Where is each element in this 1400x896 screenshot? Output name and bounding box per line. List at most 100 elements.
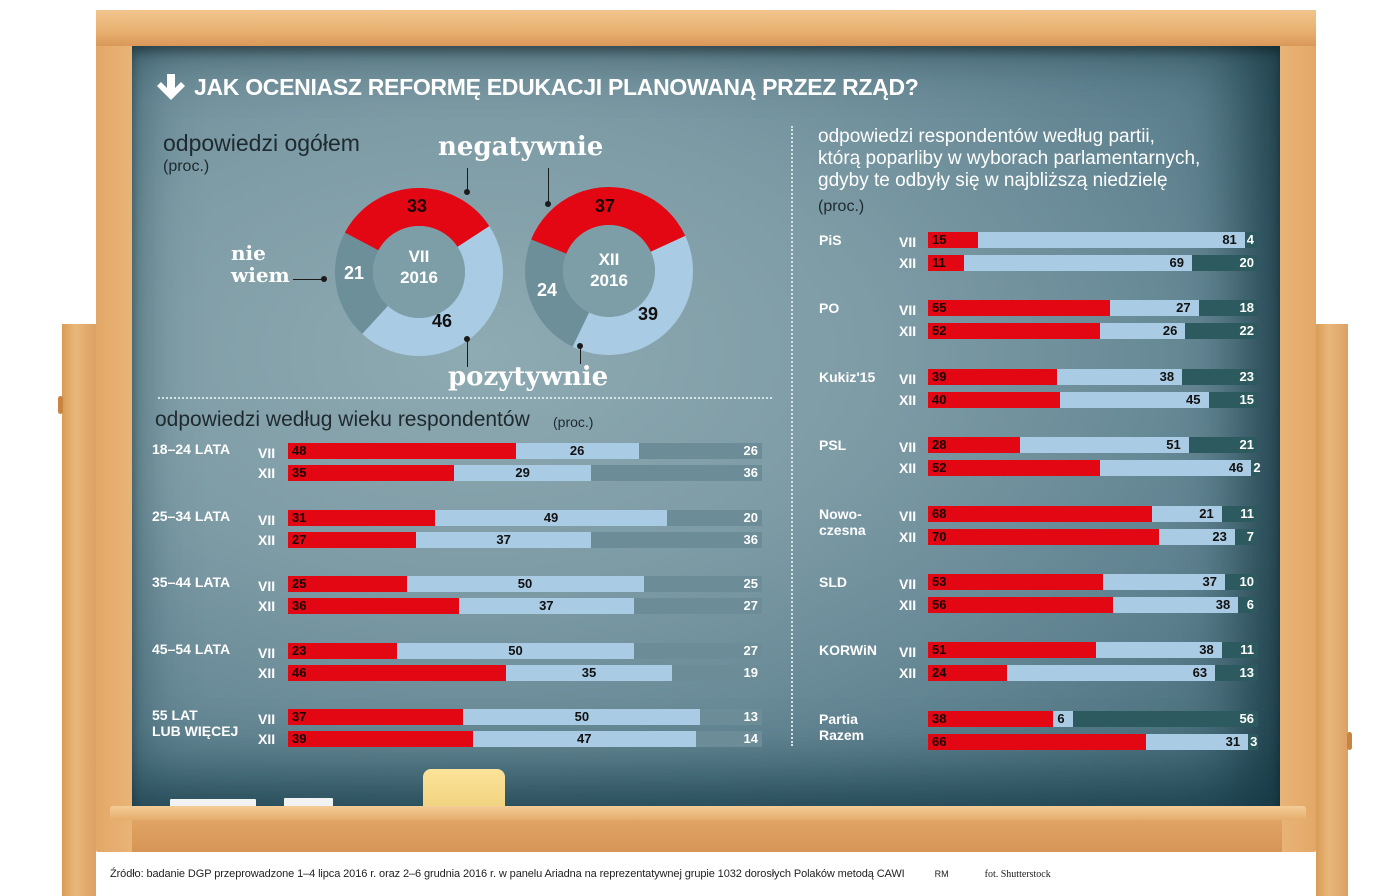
bar-segment-dont-know: 27 xyxy=(634,642,762,659)
overall-heading: odpowiedzi ogółem xyxy=(163,130,360,156)
group-label: 35–44 LATA xyxy=(152,574,230,590)
party-heading-line: którą poparliby w wyborach parlamentarny… xyxy=(818,148,1201,169)
bar-segment-dont-know: 56 xyxy=(1073,710,1258,727)
group-label-line: 18–24 LATA xyxy=(152,441,231,457)
easel-leg-right xyxy=(1316,324,1352,896)
bar-segment-dont-know: 20 xyxy=(667,509,762,526)
bar-segment-negative: 37 xyxy=(288,709,464,725)
stacked-bar: 46 35 19 xyxy=(288,664,762,681)
group-label: PiS xyxy=(819,232,842,248)
group-label: 18–24 LATA xyxy=(152,441,230,457)
bar-value-positive: 26 xyxy=(569,443,585,458)
group-label-line: Nowo- xyxy=(819,505,862,522)
bar-value-positive: 47 xyxy=(577,731,592,746)
stacked-bar: 31 49 20 xyxy=(288,509,762,526)
bar-segment-positive: 81 xyxy=(977,232,1245,248)
period-label: XII xyxy=(258,731,276,747)
bar-value-positive: 45 xyxy=(1186,391,1201,407)
bar-segment-negative: 24 xyxy=(928,665,1008,682)
period-label: XII xyxy=(899,597,917,613)
donut-hole xyxy=(373,226,465,318)
bar-segment-positive: 49 xyxy=(434,509,668,526)
title-text: JAK OCENIASZ REFORMĘ EDUKACJI PLANOWANĄ … xyxy=(194,73,919,100)
leader-dot xyxy=(464,336,470,342)
group-label: Kukiz'15 xyxy=(819,369,875,385)
group-label-line: Kukiz'15 xyxy=(819,368,876,385)
bar-segment-negative: 40 xyxy=(928,391,1060,408)
bar-segment-dont-know: 27 xyxy=(634,598,762,614)
bar-value-positive: 81 xyxy=(1222,232,1237,247)
bar-segment-dont-know: 11 xyxy=(1221,505,1258,522)
group-label-line: PSL xyxy=(819,437,847,454)
bar-value-positive: 31 xyxy=(1225,733,1241,749)
period-label: VII xyxy=(899,644,917,661)
bar-value-positive: 29 xyxy=(515,465,530,480)
period-label: VII xyxy=(899,302,917,319)
donut-segment-dont-know xyxy=(525,187,693,355)
bar-value-positive: 49 xyxy=(543,509,559,525)
bar-value-positive: 37 xyxy=(1202,574,1217,589)
period-label: VII xyxy=(258,644,276,661)
bar-segment-negative: 25 xyxy=(288,576,407,592)
bar-segment-negative: 53 xyxy=(928,574,1103,590)
leader-dot xyxy=(321,276,327,282)
bar-segment-negative: 27 xyxy=(288,531,416,548)
stacked-bar: 48 26 26 xyxy=(288,443,762,459)
bar-segment-dont-know: 10 xyxy=(1224,574,1258,590)
author-initials: RM xyxy=(934,869,949,879)
bar-segment-positive: 37 xyxy=(458,598,634,614)
bar-segment-negative: 68 xyxy=(928,505,1153,522)
party-heading: odpowiedzi respondentów według partii, k… xyxy=(818,126,1278,192)
source-note: Źródło: badanie DGP przeprowadzone 1–4 l… xyxy=(110,868,905,880)
group-label: PO xyxy=(819,300,839,316)
bar-segment-positive: 29 xyxy=(453,465,592,481)
stacked-bar: 68 21 11 xyxy=(928,505,1258,522)
period-label: VII xyxy=(258,445,276,461)
bar-segment-dont-know: 19 xyxy=(671,664,762,681)
bar-segment-dont-know: 22 xyxy=(1185,323,1258,340)
stacked-bar: 11 69 20 xyxy=(928,255,1258,271)
bar-segment-positive: 45 xyxy=(1060,391,1209,408)
bar-segment-dont-know: 36 xyxy=(591,531,762,548)
period-label: XII xyxy=(899,255,917,271)
bar-segment-dont-know: 18 xyxy=(1198,300,1258,317)
bar-segment-negative: 15 xyxy=(928,232,978,248)
bar-segment-positive: 21 xyxy=(1152,505,1222,522)
donut-year: 2016 xyxy=(590,271,628,290)
stacked-bar: 37 50 13 xyxy=(288,709,762,725)
group-label-line: Razem xyxy=(819,726,865,743)
bar-value-positive: 50 xyxy=(517,576,533,591)
period-label: VII xyxy=(899,370,917,387)
bar-value-positive: 38 xyxy=(1199,642,1214,658)
bar-segment-dont-know: 3 xyxy=(1248,733,1258,750)
donut-segment-positive xyxy=(335,188,503,356)
leader-line xyxy=(467,339,468,367)
arrow-down-icon xyxy=(157,74,185,100)
stacked-bar: 25 50 25 xyxy=(288,576,762,592)
bar-value-positive: 63 xyxy=(1192,665,1208,681)
bar-segment-dont-know: 11 xyxy=(1221,642,1258,659)
bar-segment-positive: 50 xyxy=(463,709,701,725)
bar-segment-dont-know: 15 xyxy=(1208,391,1258,408)
donut-value-dont-know: 21 xyxy=(344,263,365,283)
bar-segment-positive: 50 xyxy=(406,576,644,592)
horizontal-divider xyxy=(158,397,772,399)
period-label: VII xyxy=(258,511,276,528)
bar-segment-negative: 36 xyxy=(288,598,459,614)
chalk-tray-front xyxy=(132,820,1282,852)
donut-segment-dont-know xyxy=(335,188,503,356)
bar-segment-dont-know: 21 xyxy=(1188,437,1258,454)
group-label: SLD xyxy=(819,574,847,590)
period-label: XII xyxy=(899,528,917,545)
bar-segment-negative: 39 xyxy=(928,368,1057,385)
bar-segment-positive: 26 xyxy=(515,443,639,459)
donut-hole xyxy=(563,225,655,317)
bar-segment-positive: 37 xyxy=(415,531,592,548)
bar-value-positive: 35 xyxy=(581,664,597,680)
period-label: XII xyxy=(258,465,276,481)
stacked-bar: 15 81 4 xyxy=(928,232,1258,248)
chalk-stick xyxy=(284,798,333,808)
stacked-bar: 70 23 7 xyxy=(928,528,1258,545)
bar-segment-dont-know: 26 xyxy=(638,443,762,459)
chalkboard xyxy=(132,46,1280,810)
